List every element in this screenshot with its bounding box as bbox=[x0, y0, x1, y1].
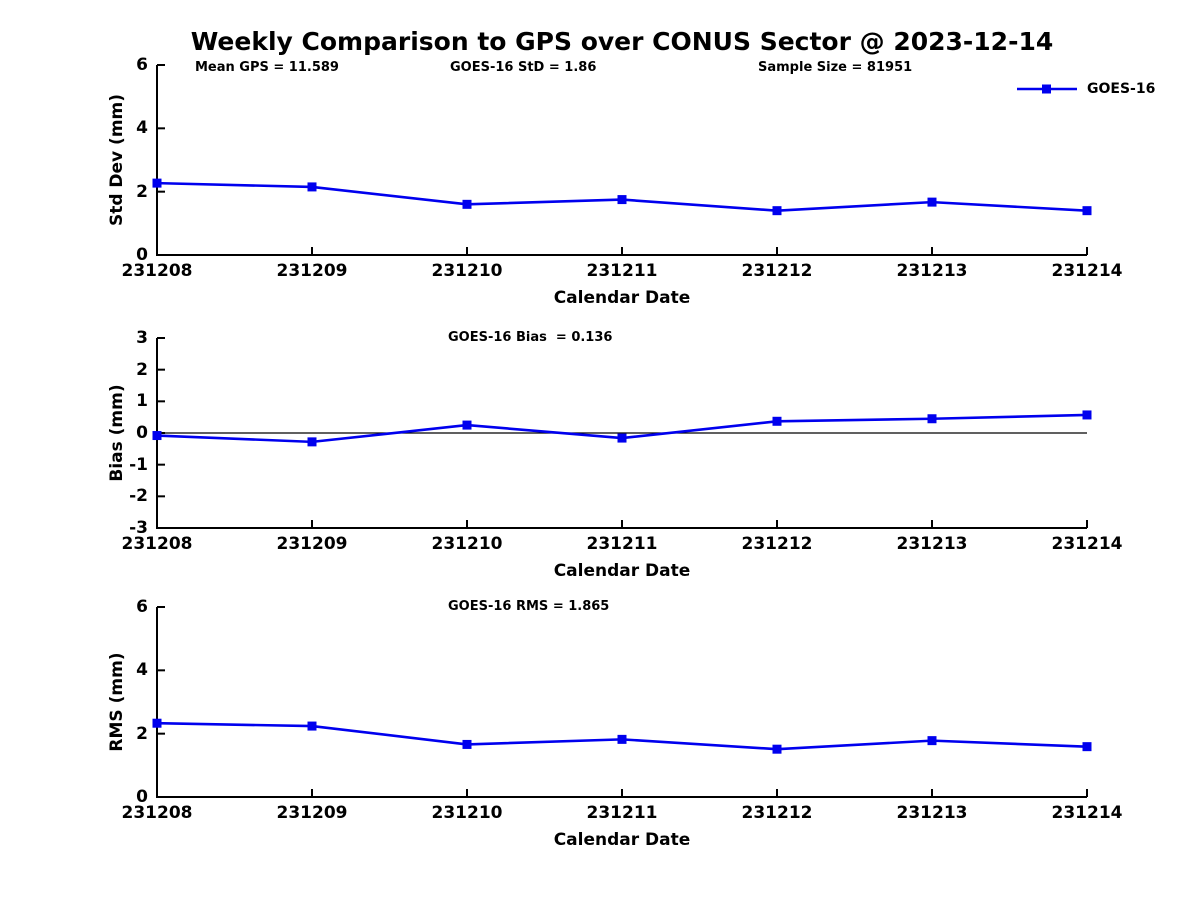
data-point-stddev-231213 bbox=[927, 197, 937, 207]
data-point-rms-231212 bbox=[772, 744, 782, 754]
y-tick-label-stddev-0: 0 bbox=[136, 245, 148, 265]
legend-label: GOES-16 bbox=[1087, 81, 1156, 97]
data-point-bias-231214 bbox=[1082, 410, 1092, 420]
x-tick-label-bias-231213: 231213 bbox=[896, 534, 968, 554]
y-tick-label-bias-0: 0 bbox=[136, 423, 148, 443]
x-tick-label-stddev-231211: 231211 bbox=[586, 261, 658, 281]
y-tick-label-bias-2: 2 bbox=[136, 359, 148, 380]
y-tick-label-stddev-2: 2 bbox=[136, 181, 148, 202]
y-tick-label-rms-4: 4 bbox=[136, 660, 148, 681]
annotation-goes16-bias: GOES-16 Bias = 0.136 bbox=[448, 330, 613, 345]
annotation-goes16-std: GOES-16 StD = 1.86 bbox=[450, 60, 597, 75]
x-tick-label-stddev-231209: 231209 bbox=[276, 261, 348, 281]
annotation-goes16-rms: GOES-16 RMS = 1.865 bbox=[448, 599, 610, 614]
data-point-bias-231211 bbox=[617, 433, 627, 443]
y-tick-label-bias-1: 1 bbox=[136, 391, 148, 412]
data-point-bias-231213 bbox=[927, 414, 937, 424]
data-point-bias-231210 bbox=[462, 420, 472, 430]
data-point-rms-231209 bbox=[307, 721, 317, 731]
legend: GOES-16 bbox=[1016, 80, 1155, 98]
x-tick-label-stddev-231210: 231210 bbox=[431, 261, 503, 281]
x-tick-label-bias-231209: 231209 bbox=[276, 534, 348, 554]
annotation-mean-gps: Mean GPS = 11.589 bbox=[195, 60, 339, 75]
x-axis-title-stddev: Calendar Date bbox=[553, 288, 691, 308]
annotation-sample-size: Sample Size = 81951 bbox=[758, 60, 913, 75]
y-tick-label-bias--1: -1 bbox=[129, 454, 148, 475]
data-point-bias-231209 bbox=[307, 437, 317, 447]
data-point-stddev-231211 bbox=[617, 195, 627, 205]
figure-title: Weekly Comparison to GPS over CONUS Sect… bbox=[190, 27, 1054, 56]
legend-swatch bbox=[1017, 84, 1077, 94]
x-axis-title-bias: Calendar Date bbox=[553, 561, 691, 581]
data-point-stddev-231208 bbox=[152, 178, 162, 188]
data-point-rms-231211 bbox=[617, 734, 627, 744]
data-point-bias-231212 bbox=[772, 416, 782, 426]
data-point-stddev-231212 bbox=[772, 206, 782, 216]
legend-marker-icon bbox=[1042, 84, 1051, 94]
data-point-stddev-231210 bbox=[462, 199, 472, 209]
x-tick-label-rms-231211: 231211 bbox=[586, 803, 658, 823]
x-tick-label-rms-231212: 231212 bbox=[741, 803, 813, 823]
y-tick-label-rms-0: 0 bbox=[136, 787, 148, 807]
y-tick-label-stddev-4: 4 bbox=[136, 118, 148, 139]
data-point-bias-231208 bbox=[152, 431, 162, 441]
data-point-rms-231213 bbox=[927, 736, 937, 746]
data-point-rms-231210 bbox=[462, 739, 472, 749]
y-tick-label-bias--2: -2 bbox=[129, 486, 148, 507]
x-tick-label-bias-231212: 231212 bbox=[741, 534, 813, 554]
x-tick-label-stddev-231208: 231208 bbox=[121, 261, 193, 281]
x-tick-label-rms-231208: 231208 bbox=[121, 803, 193, 823]
y-tick-label-bias--3: -3 bbox=[129, 518, 148, 538]
x-tick-label-stddev-231214: 231214 bbox=[1051, 261, 1123, 281]
y-tick-label-rms-6: 6 bbox=[136, 597, 148, 617]
y-axis-title-stddev: Std Dev (mm) bbox=[107, 93, 127, 227]
data-point-rms-231214 bbox=[1082, 742, 1092, 752]
x-tick-label-bias-231208: 231208 bbox=[121, 534, 193, 554]
y-tick-label-rms-2: 2 bbox=[136, 723, 148, 744]
y-tick-label-stddev-6: 6 bbox=[136, 55, 148, 75]
x-tick-label-rms-231213: 231213 bbox=[896, 803, 968, 823]
x-axis-title-rms: Calendar Date bbox=[553, 830, 691, 850]
x-tick-label-rms-231209: 231209 bbox=[276, 803, 348, 823]
data-point-stddev-231209 bbox=[307, 182, 317, 192]
x-tick-label-bias-231211: 231211 bbox=[586, 534, 658, 554]
x-tick-label-bias-231210: 231210 bbox=[431, 534, 503, 554]
data-point-stddev-231214 bbox=[1082, 206, 1092, 216]
x-tick-label-rms-231214: 231214 bbox=[1051, 803, 1123, 823]
axis-stddev bbox=[156, 65, 1087, 256]
x-tick-label-stddev-231212: 231212 bbox=[741, 261, 813, 281]
x-tick-label-stddev-231213: 231213 bbox=[896, 261, 968, 281]
y-tick-label-bias-3: 3 bbox=[136, 328, 148, 348]
axis-rms bbox=[156, 607, 1087, 798]
x-tick-label-bias-231214: 231214 bbox=[1051, 534, 1123, 554]
data-point-rms-231208 bbox=[152, 718, 162, 728]
x-tick-label-rms-231210: 231210 bbox=[431, 803, 503, 823]
